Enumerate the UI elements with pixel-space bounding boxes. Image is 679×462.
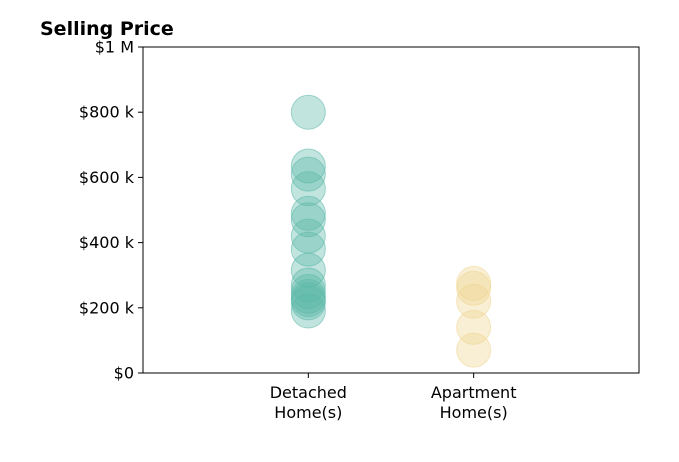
chart-title: Selling Price: [40, 18, 174, 40]
x-tick-label-line: Home(s): [274, 403, 342, 422]
data-point-apartment: [456, 265, 492, 301]
y-tick-label: $1 M: [95, 38, 134, 57]
data-point-apartment: [456, 332, 492, 368]
data-point-detached: [290, 94, 326, 130]
x-tick-label-apartment: Apartment Home(s): [431, 383, 517, 422]
x-tick-label-line: Apartment: [431, 383, 517, 402]
data-point-detached: [290, 202, 326, 238]
data-point-detached: [290, 252, 326, 288]
data-point-apartment: [456, 270, 492, 306]
x-axis: Detached Home(s)Apartment Home(s): [270, 373, 517, 422]
x-tick-label-line: Home(s): [440, 403, 508, 422]
y-tick-label: $0: [114, 364, 134, 383]
y-tick-label: $200 k: [79, 298, 135, 317]
data-point-detached: [290, 293, 326, 329]
data-point-apartment: [456, 283, 492, 319]
x-tick-label-line: Detached: [270, 383, 347, 402]
data-point-detached: [290, 156, 326, 192]
x-tick-label-detached: Detached Home(s): [270, 383, 347, 422]
data-point-detached: [290, 285, 326, 321]
y-tick-label: $600 k: [79, 168, 135, 187]
y-tick-label: $800 k: [79, 103, 135, 122]
plot-frame: [142, 46, 640, 374]
data-point-detached: [290, 231, 326, 267]
y-tick-label: $400 k: [79, 233, 135, 252]
points-layer: [290, 94, 492, 368]
data-point-detached: [290, 274, 326, 309]
data-point-detached: [290, 171, 326, 207]
y-axis: $0 $200 k $400 k $600 k $800 k $1 M: [79, 38, 143, 383]
